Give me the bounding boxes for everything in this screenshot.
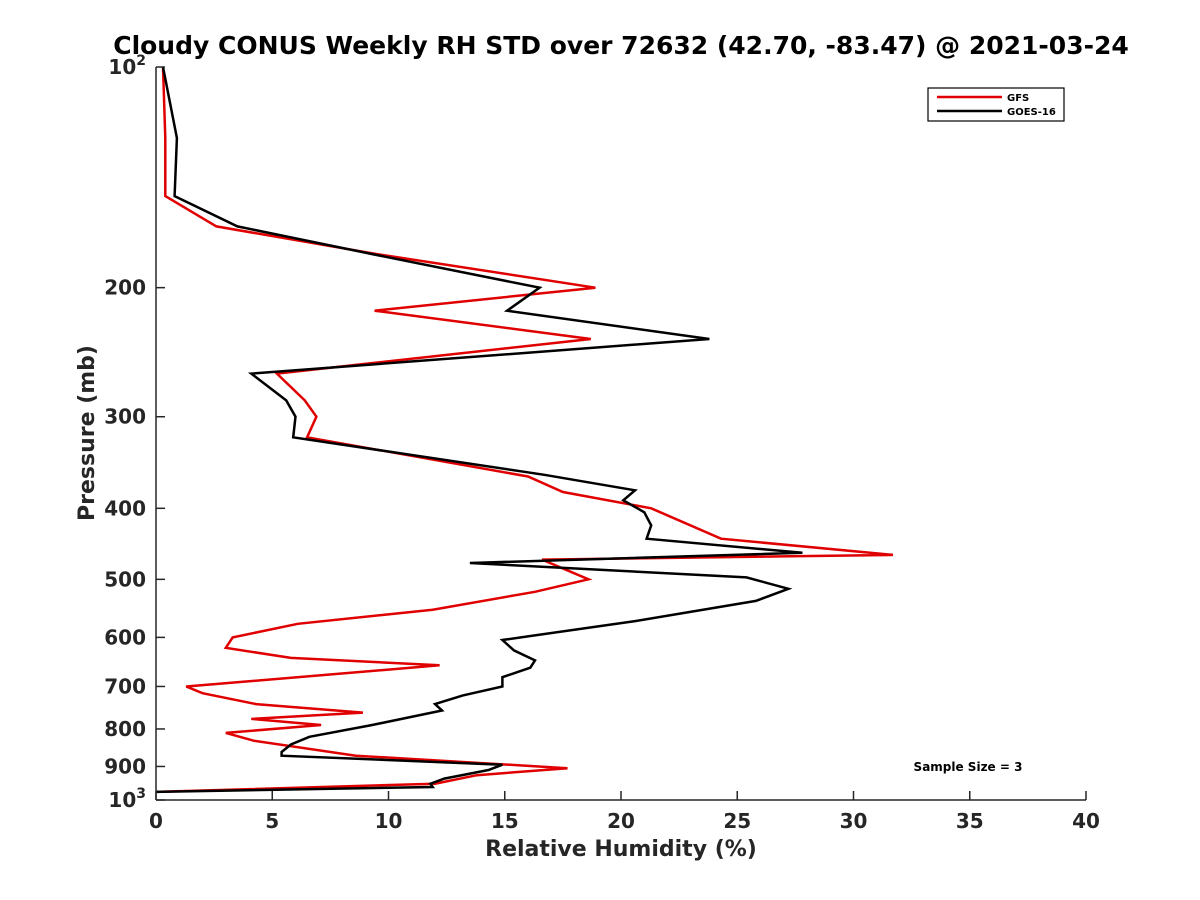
- y-tick-exponent: 3: [136, 786, 146, 802]
- x-ticks: 0 5 10 15 20 25 30 35 40: [149, 791, 1100, 833]
- plot-area: [156, 67, 1086, 800]
- y-tick-label: 103: [108, 786, 146, 812]
- plot-background: [156, 67, 1086, 800]
- y-tick-label: 700: [104, 674, 146, 698]
- y-tick-label: 300: [104, 405, 146, 429]
- x-tick-label: 5: [265, 809, 279, 833]
- x-tick-label: 30: [840, 809, 868, 833]
- x-tick-label: 35: [956, 809, 984, 833]
- chart-title: Cloudy CONUS Weekly RH STD over 72632 (4…: [113, 31, 1129, 60]
- legend-box: [927, 87, 1065, 122]
- legend-label-goes-16: GOES-16: [1007, 107, 1056, 118]
- y-tick-label: 400: [104, 496, 146, 520]
- legend-label-gfs: GFS: [1007, 93, 1029, 104]
- sample-size-annotation: Sample Size = 3: [914, 760, 1023, 774]
- x-tick-label: 0: [149, 809, 163, 833]
- y-tick-exponent: 2: [136, 53, 146, 69]
- y-tick-label: 102: [108, 53, 146, 79]
- y-tick-base: 10: [108, 55, 136, 79]
- x-tick-label: 25: [723, 809, 751, 833]
- series-line-gfs: [155, 66, 894, 794]
- x-tick-label: 20: [607, 809, 635, 833]
- series-layer: [155, 66, 894, 794]
- y-tick-label: 800: [104, 717, 146, 741]
- legend: GFS GOES-16: [927, 87, 1065, 122]
- x-tick-label: 40: [1072, 809, 1100, 833]
- y-tick-label: 200: [104, 276, 146, 300]
- x-axis-label: Relative Humidity (%): [485, 837, 757, 862]
- y-tick-label: 900: [104, 754, 146, 778]
- y-axis-label: Pressure (mb): [75, 345, 100, 521]
- series-line-goes-16: [155, 66, 803, 794]
- y-tick-base: 10: [108, 788, 136, 812]
- x-tick-label: 15: [491, 809, 519, 833]
- y-tick-label: 600: [104, 625, 146, 649]
- x-tick-label: 10: [375, 809, 403, 833]
- y-tick-label: 500: [104, 567, 146, 591]
